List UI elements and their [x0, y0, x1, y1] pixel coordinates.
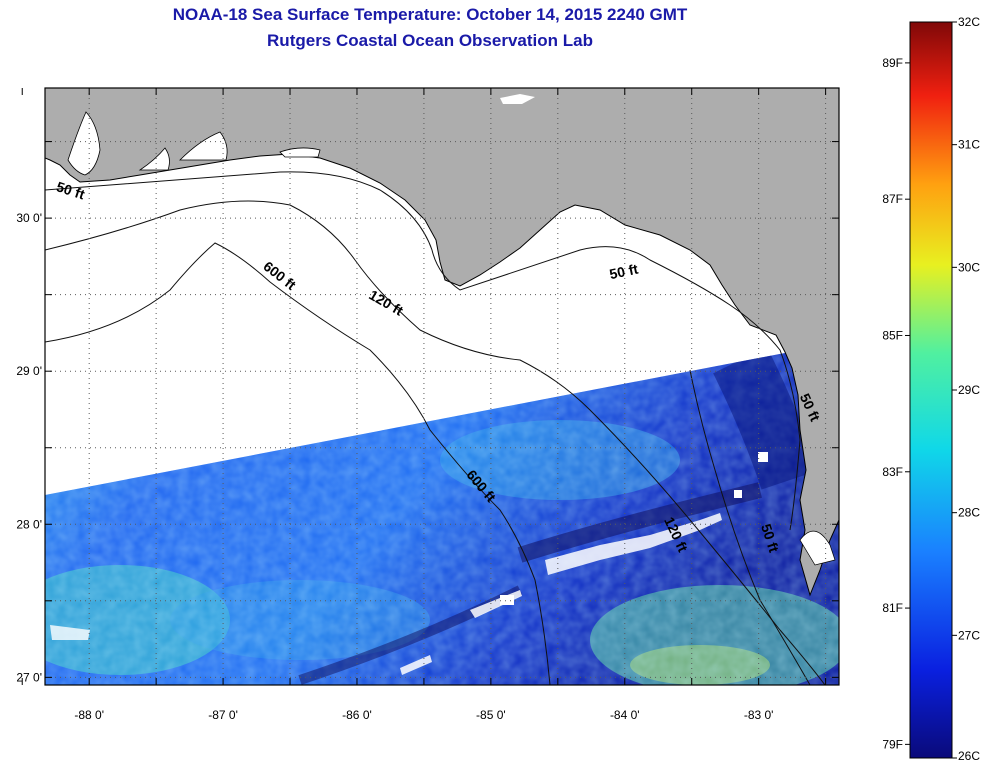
title-line-1: NOAA-18 Sea Surface Temperature: October… [172, 5, 688, 24]
celsius-label: 32C [958, 15, 980, 29]
celsius-label: 30C [958, 260, 980, 274]
celsius-label: 26C [958, 749, 980, 763]
lon-tick-label: -83 0' [744, 708, 774, 722]
celsius-label: 29C [958, 383, 980, 397]
fahrenheit-label: 83F [882, 465, 903, 479]
lon-tick-label: -86 0' [342, 708, 372, 722]
bathymetry-contours [45, 171, 826, 685]
fahrenheit-label: 85F [882, 328, 903, 342]
lon-tick-label: -87 0' [208, 708, 238, 722]
lat-tick-label: 30 0' [16, 211, 42, 225]
sst-swath [45, 352, 839, 685]
lon-tick-label: -84 0' [610, 708, 640, 722]
map-axes: -88 0' -87 0' -86 0' -85 0' -84 0' -83 0' 30 0… [16, 88, 839, 722]
contour-50ft-south [689, 369, 811, 685]
contour-120ft [45, 200, 826, 685]
celsius-label: 31C [958, 138, 980, 152]
fahrenheit-label: 81F [882, 601, 903, 615]
fahrenheit-label: 87F [882, 192, 903, 206]
map-frame [44, 87, 840, 686]
lon-tick-label: -88 0' [74, 708, 104, 722]
contour-600ft [45, 242, 551, 685]
title-line-2: Rutgers Coastal Ocean Observation Lab [267, 31, 593, 50]
contour-50ft-north [45, 171, 801, 531]
land-mass [45, 88, 839, 597]
lat-tick-label: 29 0' [16, 364, 42, 378]
fahrenheit-label: 89F [882, 56, 903, 70]
celsius-label: 27C [958, 628, 980, 642]
contour-label: 50 ft [608, 261, 640, 283]
colorbar-gradient [909, 21, 953, 759]
celsius-label: 28C [958, 506, 980, 520]
lon-tick-label: -85 0' [476, 708, 506, 722]
lat-tick-label: 28 0' [16, 517, 42, 531]
lat-tick-label: 27 0' [16, 670, 42, 684]
fahrenheit-label: 79F [882, 737, 903, 751]
